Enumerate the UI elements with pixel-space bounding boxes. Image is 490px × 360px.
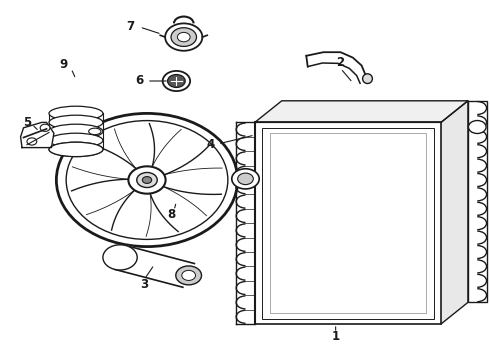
Circle shape [137,172,157,188]
Bar [468,101,487,302]
Text: 2: 2 [337,57,344,69]
Circle shape [171,28,196,46]
Circle shape [27,138,37,145]
Ellipse shape [103,245,137,270]
Circle shape [163,71,190,91]
Ellipse shape [49,133,103,148]
Ellipse shape [49,142,103,157]
Ellipse shape [49,106,103,121]
Ellipse shape [49,142,103,157]
Bar [270,133,426,313]
Text: 7: 7 [126,21,134,33]
Ellipse shape [89,128,101,135]
Circle shape [177,32,190,42]
Text: 6: 6 [136,75,144,87]
Ellipse shape [49,124,103,139]
Polygon shape [21,122,54,148]
Polygon shape [441,101,468,324]
Polygon shape [306,52,365,84]
Circle shape [238,173,253,185]
Polygon shape [255,101,468,122]
Text: 3: 3 [141,278,148,291]
Ellipse shape [363,74,372,84]
Ellipse shape [49,115,103,130]
Text: 1: 1 [332,330,340,343]
Text: 4: 4 [207,138,215,150]
Circle shape [142,177,151,183]
Circle shape [168,75,185,87]
Circle shape [66,121,228,239]
Circle shape [232,169,259,189]
Polygon shape [114,246,195,287]
Text: 9: 9 [60,58,68,71]
Circle shape [128,166,166,194]
Circle shape [40,124,50,131]
Circle shape [165,23,202,51]
Bar [255,122,441,324]
Bar [262,128,434,319]
Ellipse shape [182,270,196,280]
Text: 8: 8 [168,208,175,221]
Circle shape [56,113,238,247]
Text: 5: 5 [23,116,31,129]
Circle shape [468,121,486,134]
Ellipse shape [176,266,201,285]
